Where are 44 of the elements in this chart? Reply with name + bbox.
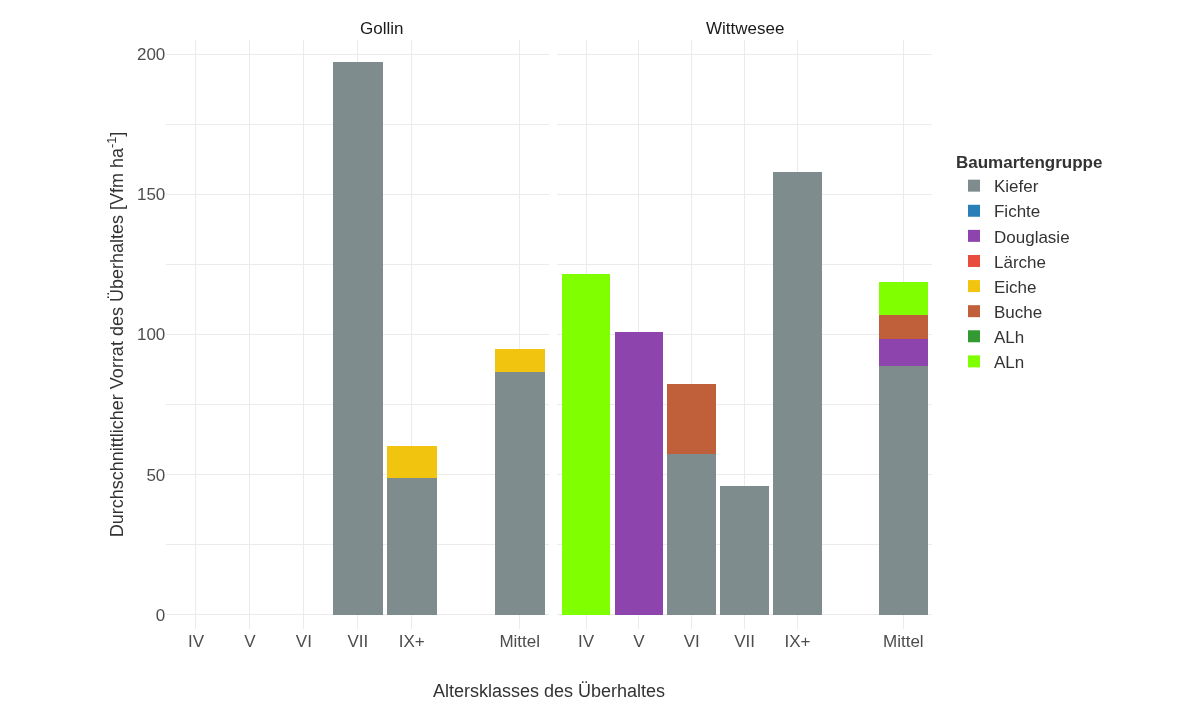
bar xyxy=(494,372,545,615)
y-tick-label: 0 xyxy=(155,605,166,625)
x-tick-label: V xyxy=(244,632,257,651)
chart-title: Wittwesee xyxy=(706,19,785,38)
x-tick-label: VI xyxy=(295,632,312,651)
bar xyxy=(667,383,717,454)
bar xyxy=(333,62,383,615)
legend-title: Baumartengruppe xyxy=(955,153,1103,173)
legend-label: ALn xyxy=(993,353,1025,372)
x-tick-label: VII xyxy=(734,632,756,651)
bar xyxy=(879,366,928,615)
x-tick-label: IV xyxy=(187,632,205,651)
bar xyxy=(773,171,822,615)
bar xyxy=(879,338,928,367)
y-tick-label: 150 xyxy=(136,185,166,205)
legend-label: Douglasie xyxy=(993,227,1070,247)
chart-title: Gollin xyxy=(360,19,404,38)
x-tick-label: VI xyxy=(683,632,700,651)
legend-label: Kiefer xyxy=(993,177,1039,197)
bar xyxy=(386,446,437,479)
bar xyxy=(879,281,928,316)
bar xyxy=(561,274,611,615)
y-tick-label: 200 xyxy=(136,44,166,64)
bar xyxy=(386,478,437,615)
bar xyxy=(720,485,769,615)
x-tick-label: VII xyxy=(347,632,369,651)
x-tick-label: IX+ xyxy=(398,632,425,651)
x-tick-label: V xyxy=(633,632,646,651)
legend-label: Buche xyxy=(993,302,1043,322)
x-axis-title: Altersklasses des Überhaltes xyxy=(433,681,666,701)
x-tick-label: IV xyxy=(577,632,595,651)
x-tick-label: Mittel xyxy=(499,632,540,651)
y-tick-label: 100 xyxy=(136,325,166,345)
x-tick-label: Mittel xyxy=(883,632,924,651)
bar xyxy=(667,453,717,615)
x-tick-label: IX+ xyxy=(784,632,811,651)
legend-label: ALh xyxy=(993,327,1025,347)
bar xyxy=(879,315,928,339)
y-tick-label: 50 xyxy=(146,465,166,485)
legend-label: Fichte xyxy=(993,202,1041,222)
bar xyxy=(494,348,545,373)
legend-label: Lärche xyxy=(993,252,1046,272)
legend-label: Eiche xyxy=(993,277,1037,297)
bar xyxy=(614,332,664,615)
